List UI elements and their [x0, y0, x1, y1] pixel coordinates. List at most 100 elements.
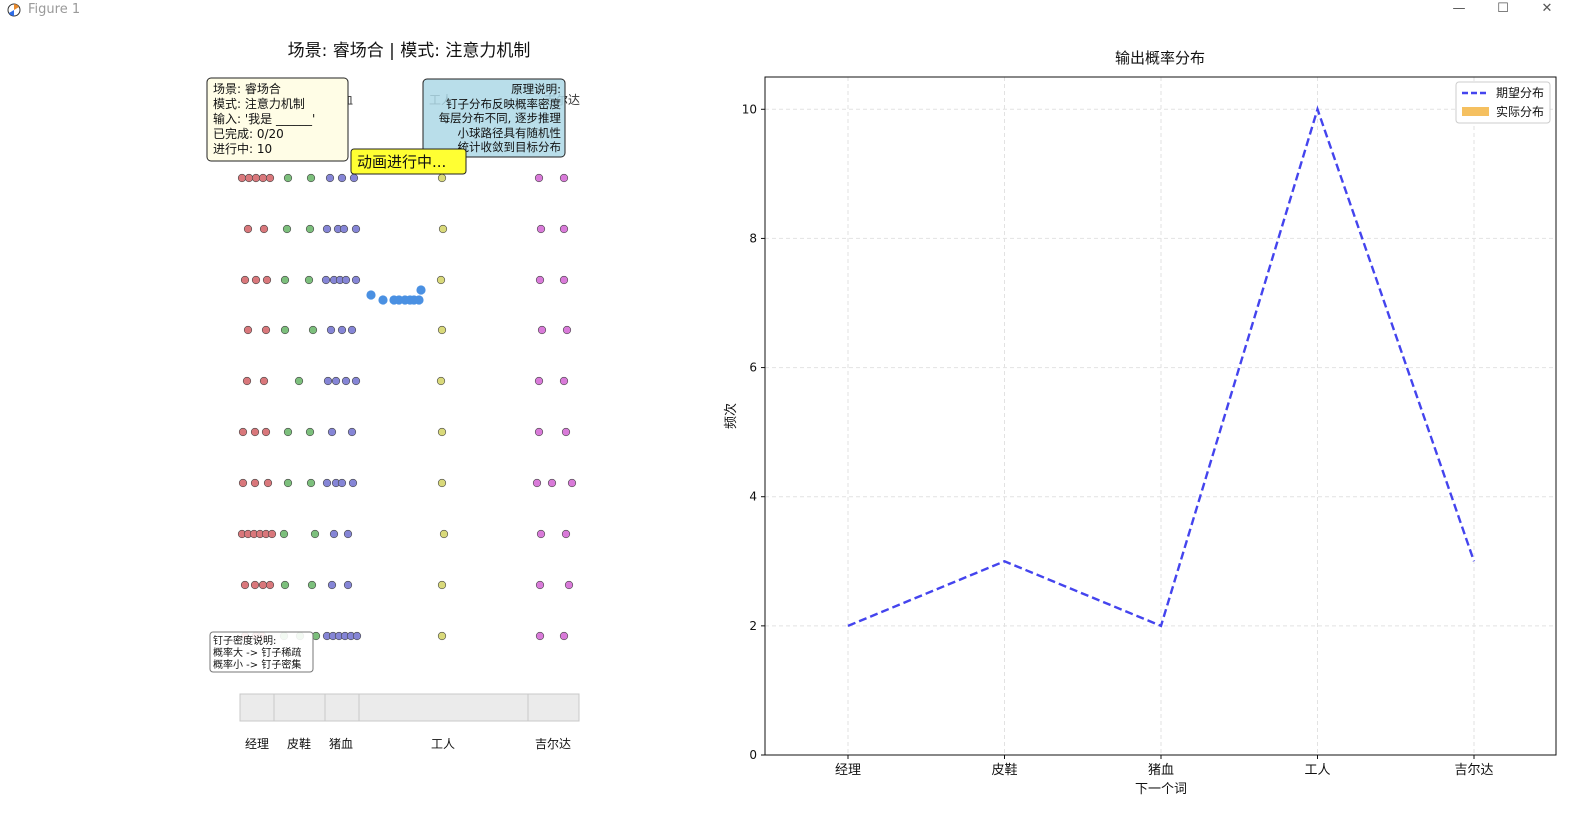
peg	[280, 580, 290, 590]
peg	[321, 275, 331, 285]
peg	[564, 580, 574, 590]
peg	[307, 580, 317, 590]
peg	[244, 173, 254, 183]
peg	[535, 580, 545, 590]
peg	[561, 427, 571, 437]
info-line: 场景: 睿场合	[213, 81, 281, 96]
x-tick-label: 经理	[835, 763, 861, 778]
peg	[280, 275, 290, 285]
y-tick-label: 8	[749, 231, 757, 245]
animation-status-badge: 动画进行中...	[350, 148, 467, 175]
peg	[559, 173, 569, 183]
peg	[327, 427, 337, 437]
peg	[341, 275, 351, 285]
ball	[378, 295, 388, 305]
peg	[242, 376, 252, 386]
peg	[534, 376, 544, 386]
peg	[534, 173, 544, 183]
peg	[439, 529, 449, 539]
peg	[343, 580, 353, 590]
peg	[437, 478, 447, 488]
peg	[251, 173, 261, 183]
peg	[437, 580, 447, 590]
principle-line: 每层分布不同, 逐步推理	[439, 111, 562, 125]
peg	[348, 478, 358, 488]
minimize-button[interactable]: —	[1452, 1, 1466, 16]
peg	[263, 478, 273, 488]
peg	[237, 173, 247, 183]
info-line: 模式: 注意力机制	[213, 96, 305, 111]
peg	[437, 325, 447, 335]
principle-line: 小球路径具有随机性	[458, 126, 562, 140]
peg	[326, 325, 336, 335]
y-tick-label: 4	[749, 490, 757, 504]
peg	[259, 376, 269, 386]
peg	[294, 376, 304, 386]
peg	[305, 427, 315, 437]
window-titlebar: Figure 1 — ☐ ✕	[0, 0, 1596, 20]
chart-legend: 期望分布 实际分布	[1455, 81, 1551, 124]
peg	[279, 529, 289, 539]
peg	[283, 478, 293, 488]
peg	[283, 427, 293, 437]
peg	[267, 529, 277, 539]
peg	[243, 325, 253, 335]
peg	[561, 529, 571, 539]
peg	[308, 325, 318, 335]
peg	[537, 325, 547, 335]
bin	[324, 693, 360, 722]
peg	[535, 275, 545, 285]
peg	[250, 580, 260, 590]
peg	[547, 478, 557, 488]
chart-series	[847, 105, 1476, 628]
peg	[305, 224, 315, 234]
ball	[416, 285, 426, 295]
peg	[436, 376, 446, 386]
peg	[306, 478, 316, 488]
peg	[304, 275, 314, 285]
svg-text:动画进行中...: 动画进行中...	[357, 153, 446, 171]
bin-label: 猪血	[329, 737, 353, 751]
peg	[283, 173, 293, 183]
peg	[562, 325, 572, 335]
peg	[322, 224, 332, 234]
bin	[239, 693, 275, 722]
bin-label: 工人	[431, 737, 455, 751]
distribution-chart: 输出概率分布 0 2 4 6 8 10 经理 皮鞋 猪血 工人 吉尔达 下一个词 频次 期望分布 …	[723, 49, 1557, 797]
peg	[282, 224, 292, 234]
density-note-line: 钉子密度说明:	[213, 634, 276, 647]
peg	[322, 478, 332, 488]
peg	[327, 580, 337, 590]
peg	[343, 529, 353, 539]
chart-grid	[765, 77, 1556, 755]
collection-bins: 经理 皮鞋 猪血 工人 吉尔达	[239, 693, 580, 751]
close-button[interactable]: ✕	[1541, 1, 1553, 16]
peg	[559, 631, 569, 641]
principle-line: 原理说明:	[511, 82, 561, 96]
legend-label-actual: 实际分布	[1496, 104, 1544, 119]
maximize-button[interactable]: ☐	[1497, 1, 1509, 16]
density-note-line: 概率小 -> 钉子密集	[213, 658, 301, 671]
moving-balls	[366, 285, 426, 305]
bin-label: 皮鞋	[287, 736, 311, 751]
y-tick-label: 0	[749, 748, 757, 762]
peg	[258, 580, 268, 590]
bin-label: 经理	[245, 737, 269, 751]
peg	[329, 529, 339, 539]
galton-board-panel: 场景: 睿场合 | 模式: 注意力机制 皮鞋 猪血 工人 吉尔达 场景: 睿场合 模式…	[206, 41, 580, 751]
info-line: 进行中: 10	[213, 141, 272, 156]
peg	[331, 376, 341, 386]
board-title: 场景: 睿场合 | 模式: 注意力机制	[288, 41, 531, 61]
legend-swatch-actual	[1462, 107, 1489, 116]
info-line: 已完成: 0/20	[213, 126, 284, 141]
info-line: 输入: '我是 ______'	[213, 111, 315, 126]
principle-line: 钉子分布反映概率密度	[446, 97, 561, 111]
peg	[532, 478, 542, 488]
y-tick-label: 2	[749, 619, 757, 633]
principle-box: 原理说明: 钉子分布反映概率密度 每层分布不同, 逐步推理 小球路径具有随机性 …	[422, 78, 566, 158]
peg	[436, 275, 446, 285]
x-tick-label: 吉尔达	[1454, 763, 1493, 778]
peg	[534, 427, 544, 437]
density-note-line: 概率大 -> 钉子稀疏	[213, 646, 301, 659]
density-note-box: 钉子密度说明: 概率大 -> 钉子稀疏 概率小 -> 钉子密集	[209, 631, 314, 673]
